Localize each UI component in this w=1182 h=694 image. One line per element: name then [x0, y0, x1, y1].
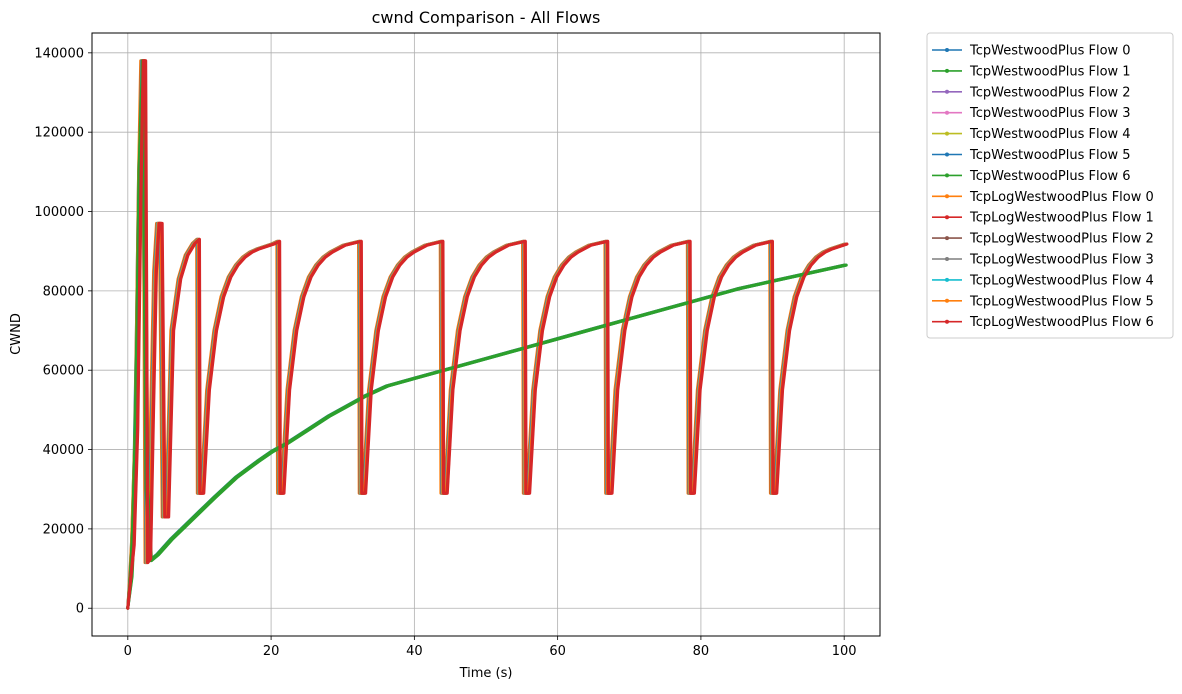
y-tick-label: 100000 — [34, 205, 84, 220]
legend-marker-13 — [945, 319, 949, 324]
legend-marker-12 — [945, 298, 949, 303]
legend-marker-11 — [945, 277, 949, 282]
y-tick-label: 80000 — [43, 284, 84, 299]
x-tick-label: 0 — [124, 644, 132, 659]
grid-lines — [92, 33, 880, 636]
legend-label-0: TcpWestwoodPlus Flow 0 — [969, 44, 1131, 59]
y-tick-label: 120000 — [34, 126, 84, 141]
series-line-3 — [126, 59, 847, 610]
series-line-7 — [126, 59, 846, 610]
legend: TcpWestwoodPlus Flow 0 TcpWestwoodPlus Fl… — [926, 32, 1174, 339]
legend-frame — [926, 32, 1174, 339]
series-line-11 — [126, 59, 848, 610]
legend-marker-6 — [945, 173, 949, 178]
y-axis-label: CWND — [9, 313, 24, 355]
legend-label-4: TcpWestwoodPlus Flow 4 — [969, 127, 1131, 142]
legend-label-9: TcpLogWestwoodPlus Flow 2 — [969, 232, 1154, 247]
legend-marker-5 — [945, 152, 949, 157]
legend-label-2: TcpWestwoodPlus Flow 2 — [969, 85, 1131, 100]
legend-label-12: TcpLogWestwoodPlus Flow 5 — [969, 294, 1154, 309]
series-line-2 — [126, 59, 847, 610]
legend-marker-10 — [945, 257, 949, 261]
series-line-9 — [126, 59, 847, 610]
y-tick-label: 0 — [76, 602, 84, 617]
legend-marker-9 — [945, 236, 949, 241]
legend-label-13: TcpLogWestwoodPlus Flow 6 — [969, 315, 1154, 330]
series-line-12 — [126, 59, 848, 610]
legend-label-7: TcpLogWestwoodPlus Flow 0 — [969, 190, 1154, 205]
series-line-5 — [126, 59, 848, 610]
legend-marker-3 — [945, 110, 949, 115]
legend-label-10: TcpLogWestwoodPlus Flow 3 — [969, 253, 1154, 268]
legend-label-11: TcpLogWestwoodPlus Flow 4 — [969, 273, 1154, 288]
legend-label-5: TcpWestwoodPlus Flow 5 — [969, 148, 1131, 163]
y-tick-label: 140000 — [34, 46, 84, 61]
series-line-13 — [126, 59, 849, 610]
legend-label-3: TcpWestwoodPlus Flow 3 — [969, 106, 1131, 121]
series-line-6 — [126, 59, 848, 610]
series-line-1 — [126, 59, 846, 610]
x-tick-label: 80 — [693, 644, 710, 659]
y-tick-label: 40000 — [43, 443, 84, 458]
series-line-0 — [126, 59, 846, 610]
x-tick-label: 40 — [406, 644, 423, 659]
legend-marker-2 — [945, 89, 949, 94]
plot-frame — [91, 32, 881, 637]
legend-marker-7 — [945, 194, 949, 199]
legend-marker-0 — [945, 48, 949, 52]
chart-title: cwnd Comparison - All Flows — [372, 8, 601, 27]
legend-marker-4 — [945, 131, 949, 136]
series-line-4 — [126, 59, 848, 610]
y-axis-ticks: 0 20000 40000 60000 80000 100000 120000 140000 — [34, 46, 92, 617]
legend-label-6: TcpWestwoodPlus Flow 6 — [969, 169, 1131, 184]
series-line-10 — [126, 59, 847, 610]
legend-label-8: TcpLogWestwoodPlus Flow 1 — [969, 211, 1154, 226]
x-axis-label: Time (s) — [459, 666, 513, 681]
legend-items: TcpWestwoodPlus Flow 0 TcpWestwoodPlus Fl… — [932, 44, 1154, 330]
y-tick-label: 60000 — [43, 364, 84, 379]
x-tick-label: 20 — [263, 644, 280, 659]
y-tick-label: 20000 — [43, 522, 84, 537]
legend-marker-1 — [945, 68, 949, 73]
legend-label-1: TcpWestwoodPlus Flow 1 — [969, 64, 1131, 79]
legend-marker-8 — [945, 215, 949, 220]
plot-area — [126, 59, 849, 610]
x-axis-ticks: 0 20 40 60 80 100 — [124, 636, 857, 659]
x-tick-label: 60 — [549, 644, 566, 659]
series-line-8 — [126, 59, 849, 610]
x-tick-label: 100 — [832, 644, 857, 659]
